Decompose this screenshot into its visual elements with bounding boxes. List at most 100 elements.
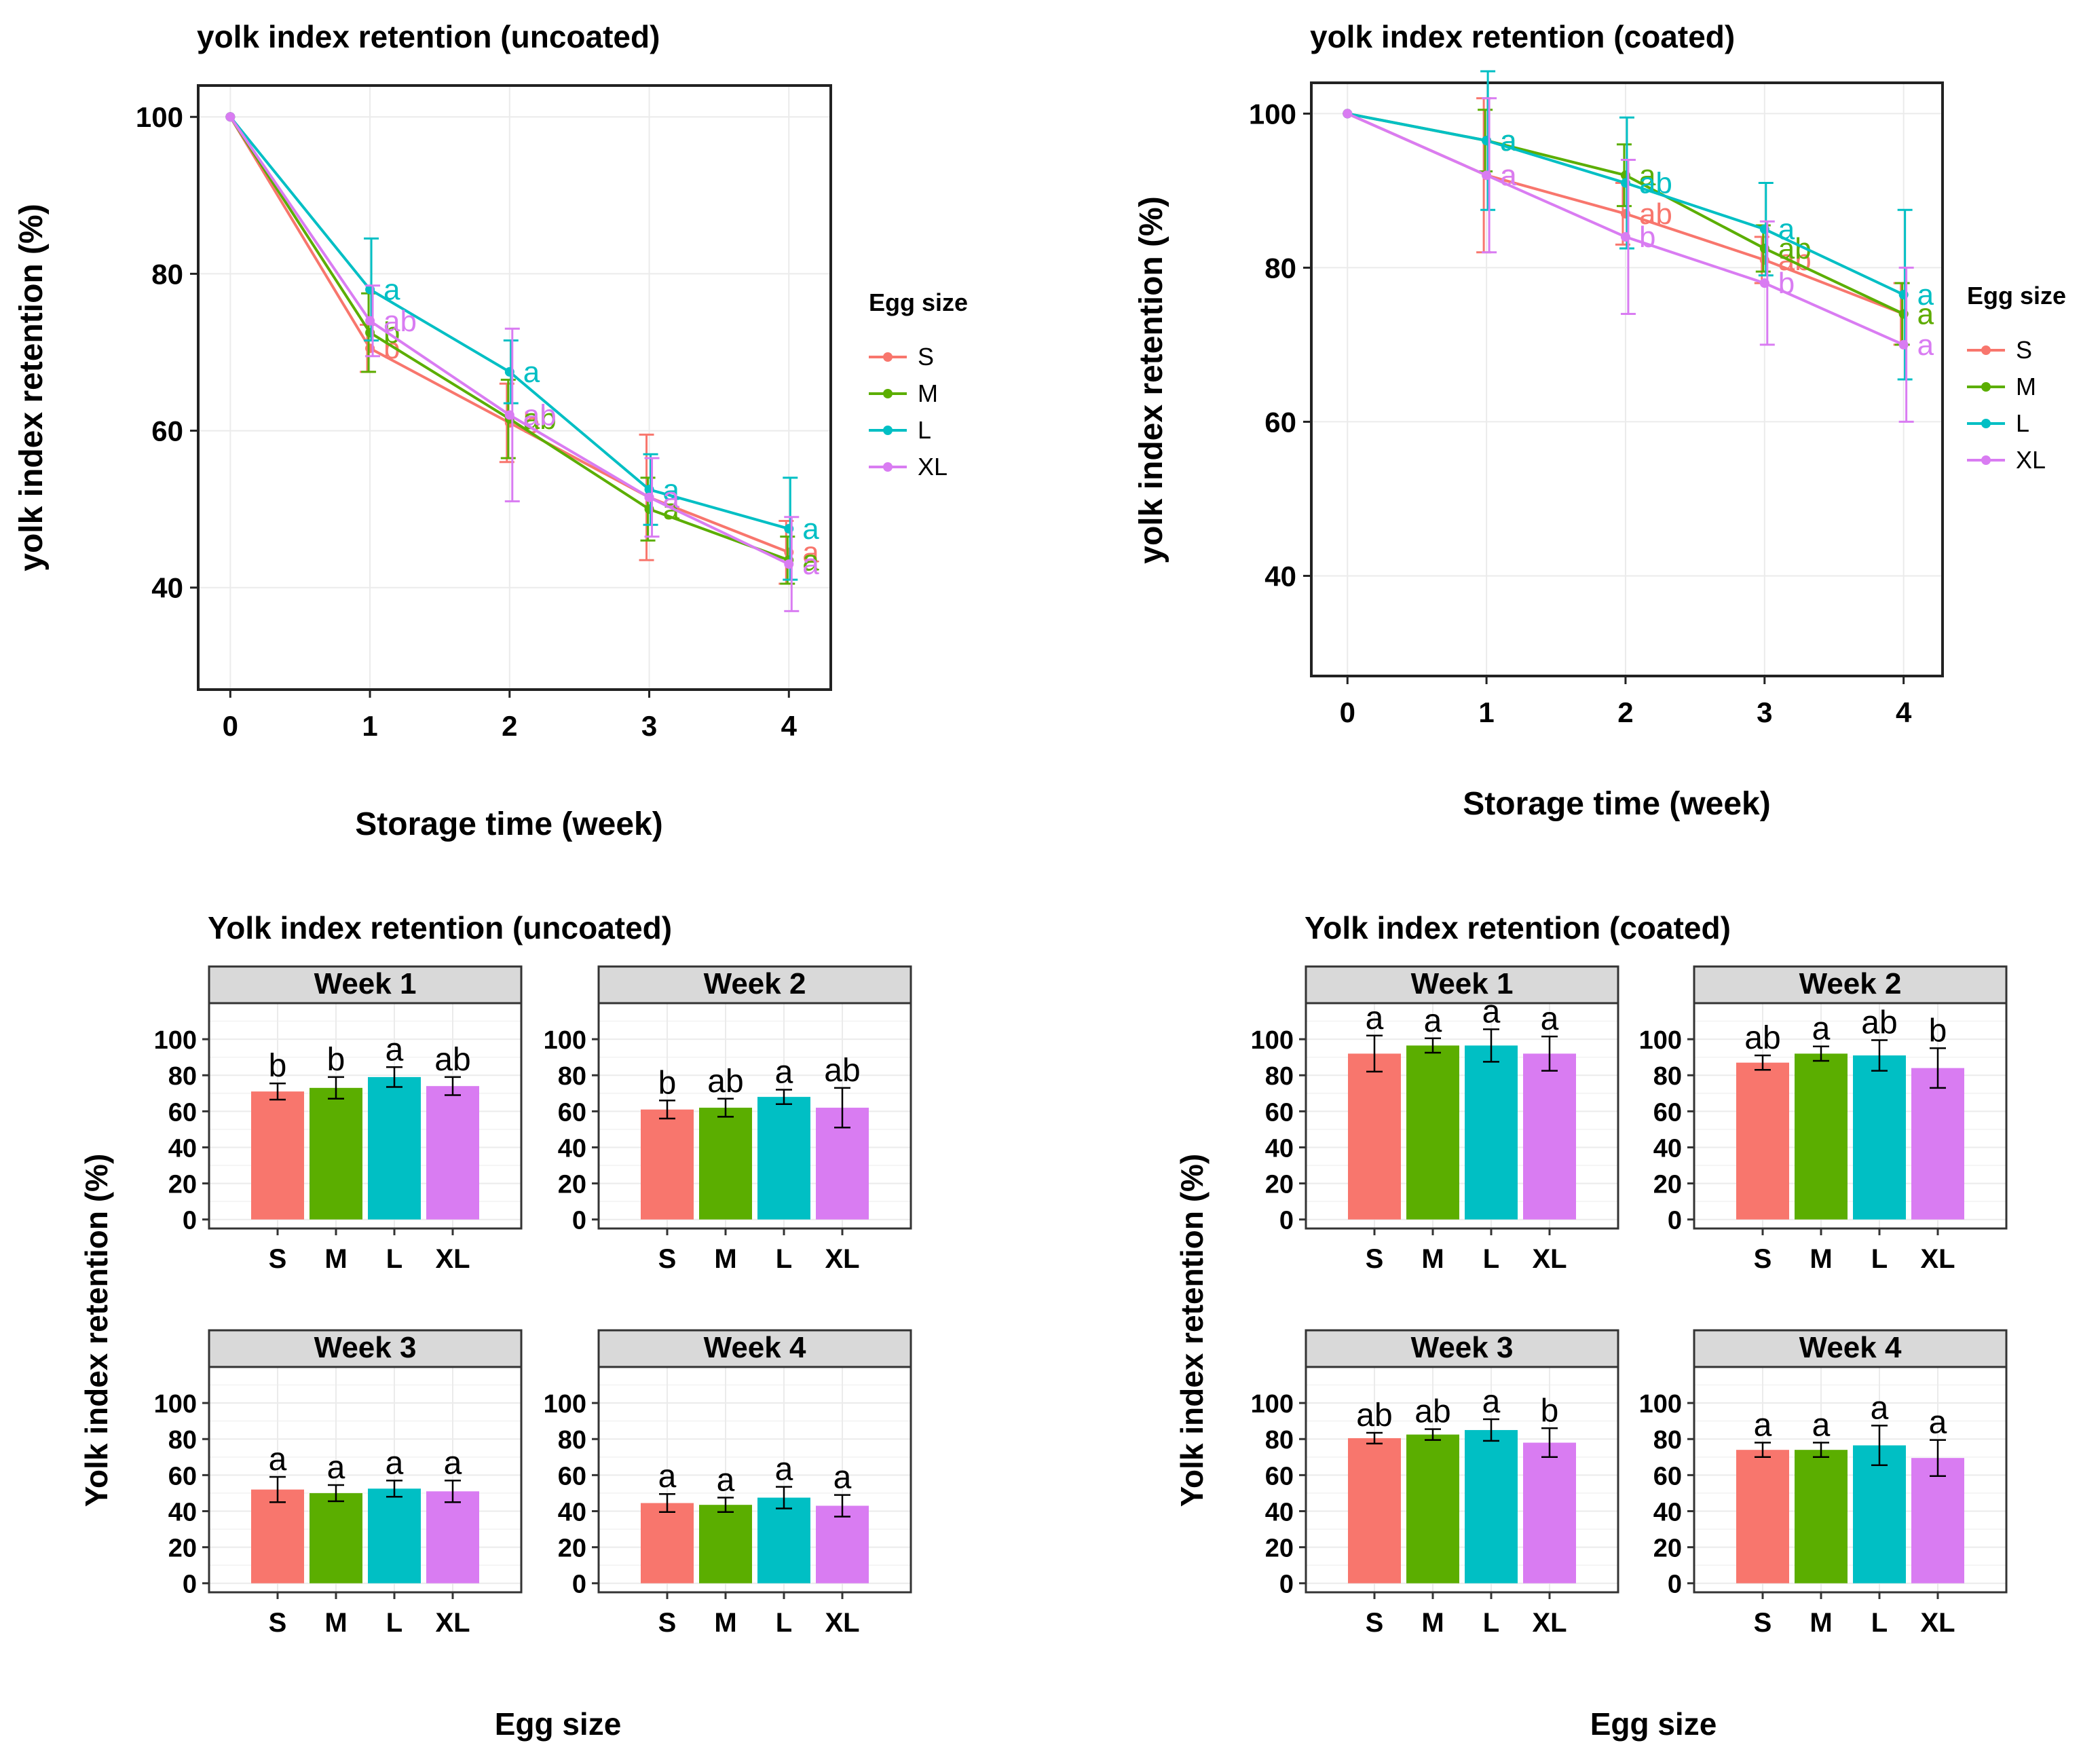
significance-letter: ab — [434, 1042, 470, 1078]
data-point — [365, 316, 375, 326]
facet-strip-label: Week 1 — [314, 967, 417, 1000]
y-tick-label: 20 — [168, 1535, 197, 1563]
x-tick-label: XL — [1920, 1608, 1955, 1638]
bar-L — [1853, 1055, 1906, 1220]
significance-label: a — [802, 512, 819, 546]
facet-strip-label: Week 3 — [1411, 1331, 1514, 1364]
legend-key-point — [1981, 345, 1991, 355]
bar-S — [251, 1091, 304, 1220]
y-tick-label: 20 — [558, 1535, 586, 1563]
bar-M — [310, 1493, 362, 1583]
x-tick-label: XL — [1532, 1608, 1567, 1638]
y-tick-label: 0 — [1279, 1571, 1294, 1599]
significance-label: ab — [523, 398, 557, 432]
legend-key-point — [883, 426, 893, 435]
facet-panel-week-3: Week 3 0 20 40 60 80 100 ab Sab Ma Lb XL — [1251, 1329, 1619, 1638]
y-tick-label: 20 — [558, 1171, 586, 1199]
significance-letter: a — [1424, 1003, 1442, 1039]
x-tick-label: M — [1810, 1244, 1832, 1274]
y-tick-label: 60 — [1653, 1462, 1682, 1490]
significance-label: a — [1917, 278, 1934, 312]
facet-strip — [208, 1329, 523, 1368]
legend-label: XL — [918, 453, 948, 481]
significance-letter: a — [717, 1463, 735, 1499]
significance-letter: a — [1871, 1390, 1889, 1426]
y-tick-label: 60 — [1265, 1462, 1294, 1490]
significance-label: a — [1500, 124, 1517, 157]
data-point — [504, 410, 514, 420]
significance-letter: ab — [1356, 1397, 1392, 1433]
data-point — [644, 492, 654, 502]
significance-letter: a — [1754, 1408, 1772, 1444]
legend-label: M — [2016, 373, 2036, 400]
significance-letter: a — [1482, 1384, 1501, 1420]
x-tick-label: XL — [435, 1244, 470, 1274]
bar-XL — [1911, 1458, 1964, 1583]
facet-strip-label: Week 1 — [1411, 967, 1514, 1000]
bar-L — [757, 1497, 810, 1583]
x-tick-label: S — [1754, 1608, 1772, 1638]
x-tick-label: M — [714, 1608, 736, 1638]
y-tick-label: 40 — [1653, 1134, 1682, 1163]
significance-label: a — [1500, 124, 1517, 157]
panel-border — [208, 1002, 523, 1230]
significance-letter: b — [658, 1065, 677, 1101]
facet-strip-label: Week 2 — [704, 967, 806, 1000]
bar-S — [1348, 1053, 1401, 1220]
facet-strip — [1305, 1329, 1619, 1368]
bar-XL — [426, 1086, 479, 1220]
bar-S — [1348, 1438, 1401, 1583]
bar-M — [1795, 1450, 1848, 1583]
x-axis-title: Storage time (week) — [355, 806, 662, 842]
x-tick-label: M — [714, 1244, 736, 1274]
facet-panel-week-3: Week 3 0 20 40 60 80 100 a Sa Ma La XL — [154, 1329, 523, 1638]
legend-key-point — [1981, 455, 1991, 465]
data-point — [225, 112, 236, 122]
x-tick-label: S — [658, 1244, 677, 1274]
significance-label: a — [1917, 298, 1934, 331]
y-tick-label: 20 — [1653, 1535, 1682, 1563]
y-tick-label: 80 — [151, 258, 183, 290]
facet-panel-week-2: Week 2 0 20 40 60 80 100 b Sab Ma Lab XL — [544, 965, 912, 1274]
facet-strip-label: Week 4 — [704, 1331, 806, 1364]
y-tick-label: 100 — [1251, 1390, 1294, 1419]
x-tick-label: L — [1871, 1244, 1888, 1274]
facet-strip — [597, 1329, 912, 1368]
significance-label: ab — [383, 305, 417, 338]
panel-border — [1305, 1002, 1619, 1230]
plot-background — [198, 86, 831, 690]
significance-label: a — [802, 544, 819, 577]
significance-letter: a — [1812, 1408, 1831, 1444]
x-tick-label: XL — [825, 1244, 859, 1274]
x-tick-label: 0 — [223, 710, 238, 742]
y-tick-label: 80 — [168, 1426, 197, 1455]
legend-label: L — [2016, 409, 2029, 437]
y-tick-label: 100 — [1249, 98, 1296, 130]
y-tick-label: 80 — [1653, 1426, 1682, 1455]
bar-M — [310, 1087, 362, 1220]
significance-letter: ab — [1861, 1005, 1897, 1040]
panel-border — [1693, 1366, 2008, 1594]
significance-label: b — [1639, 221, 1655, 254]
y-tick-label: 100 — [544, 1390, 586, 1419]
significance-label: a — [1778, 213, 1795, 246]
legend-label: S — [2016, 336, 2032, 364]
x-axis-title: Egg size — [1590, 1706, 1717, 1742]
bar-M — [699, 1108, 752, 1220]
y-tick-label: 60 — [168, 1462, 197, 1490]
y-axis-title: yolk index retention (%) — [14, 204, 50, 571]
significance-label: a — [802, 536, 819, 569]
significance-letter: a — [386, 1032, 404, 1068]
legend-key-point — [1981, 419, 1991, 428]
y-tick-label: 40 — [168, 1134, 197, 1163]
y-tick-label: 80 — [1264, 252, 1296, 284]
significance-letter: b — [1541, 1393, 1559, 1429]
chart-title: Yolk index retention (coated) — [1305, 910, 1731, 945]
x-tick-label: 0 — [1340, 696, 1355, 728]
significance-letter: b — [269, 1048, 287, 1084]
legend-key-point — [883, 352, 893, 362]
bar-L — [368, 1076, 421, 1220]
facet-strip-label: Week 3 — [314, 1331, 417, 1364]
significance-label: a — [1917, 329, 1934, 362]
